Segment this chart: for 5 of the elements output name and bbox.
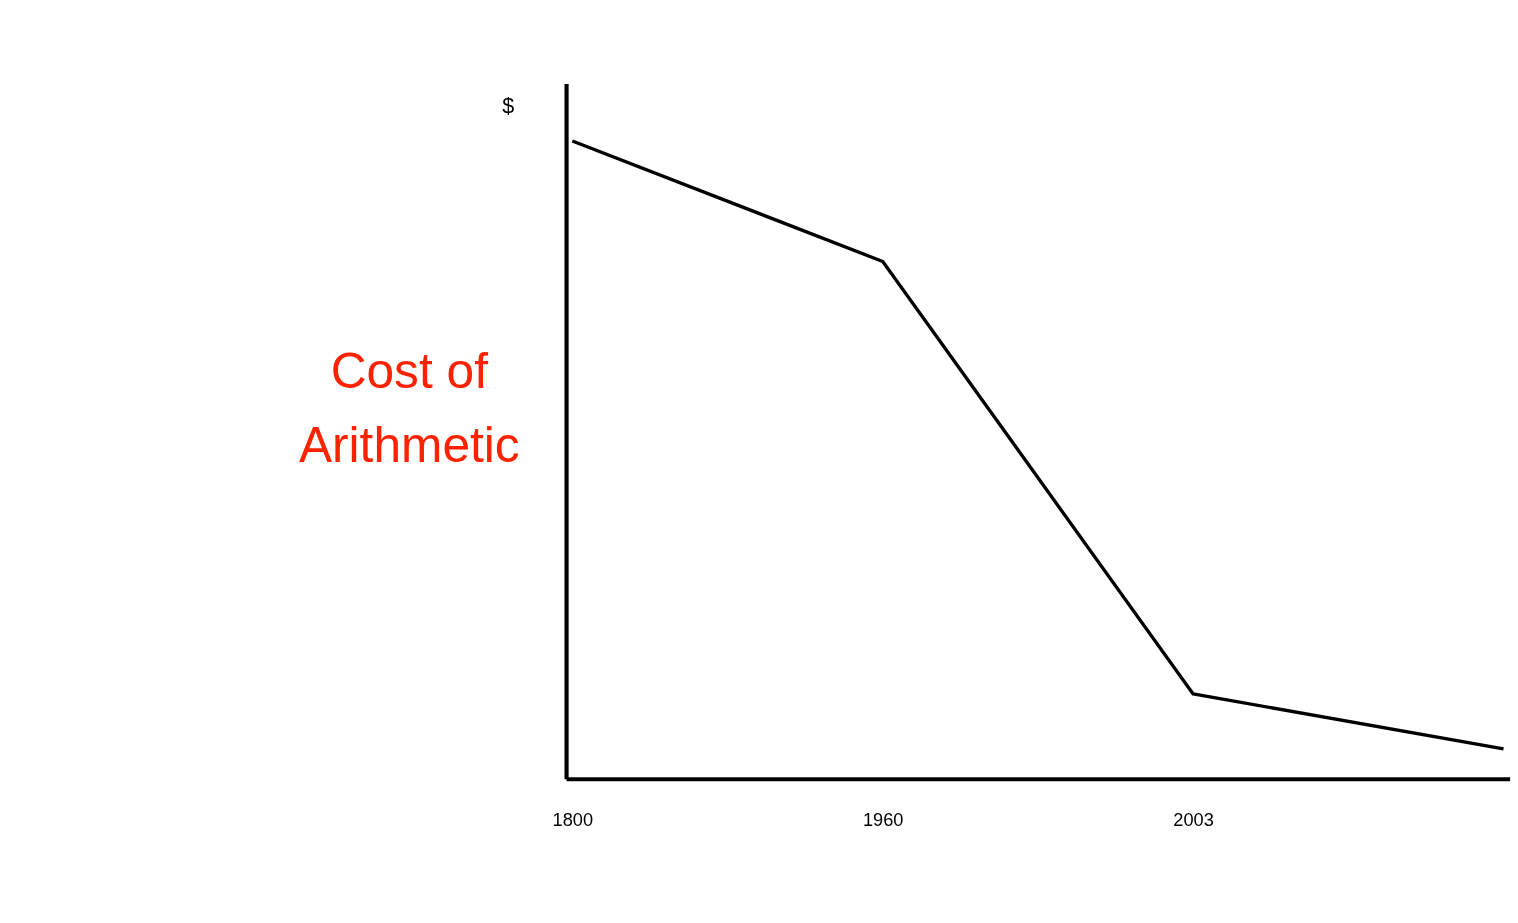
x-tick-label: 1960 — [862, 810, 904, 831]
y-axis-title: Cost of Arithmetic — [298, 342, 520, 474]
x-tick-label: 1800 — [552, 810, 593, 831]
x-tick-label: 2003 — [1173, 810, 1214, 831]
text: $ — [502, 94, 515, 119]
